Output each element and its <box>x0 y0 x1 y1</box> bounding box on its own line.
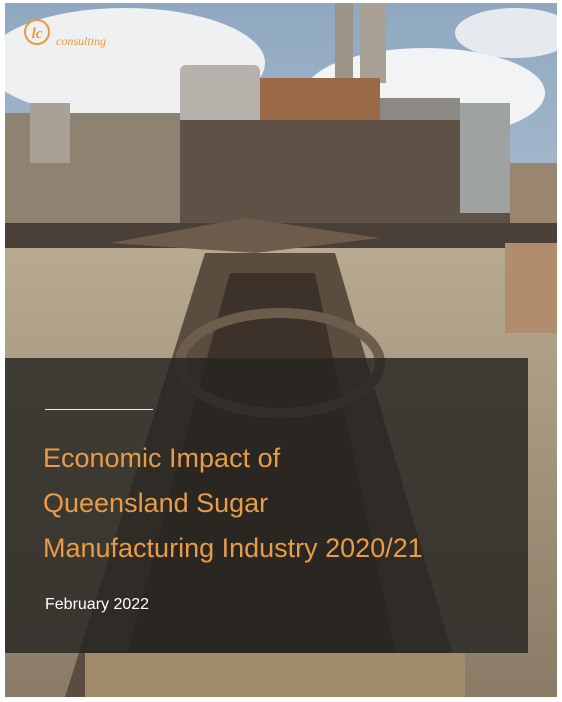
title-line: Queensland Sugar <box>43 481 423 526</box>
cover-page: lc lawrence consulting Economic Impact o… <box>0 0 562 702</box>
title-line: Economic Impact of <box>43 436 423 481</box>
logo-tagline: consulting <box>56 35 130 47</box>
logo-text: lawrence consulting <box>54 16 130 47</box>
logo-mark: lc <box>24 19 50 45</box>
date: February 2022 <box>45 596 149 614</box>
title: Economic Impact of Queensland Sugar Manu… <box>43 436 423 571</box>
logo: lc lawrence consulting <box>24 16 130 47</box>
title-line: Manufacturing Industry 2020/21 <box>43 526 423 571</box>
divider <box>45 409 153 410</box>
logo-name: lawrence <box>54 16 130 35</box>
title-panel: Economic Impact of Queensland Sugar Manu… <box>5 358 528 653</box>
